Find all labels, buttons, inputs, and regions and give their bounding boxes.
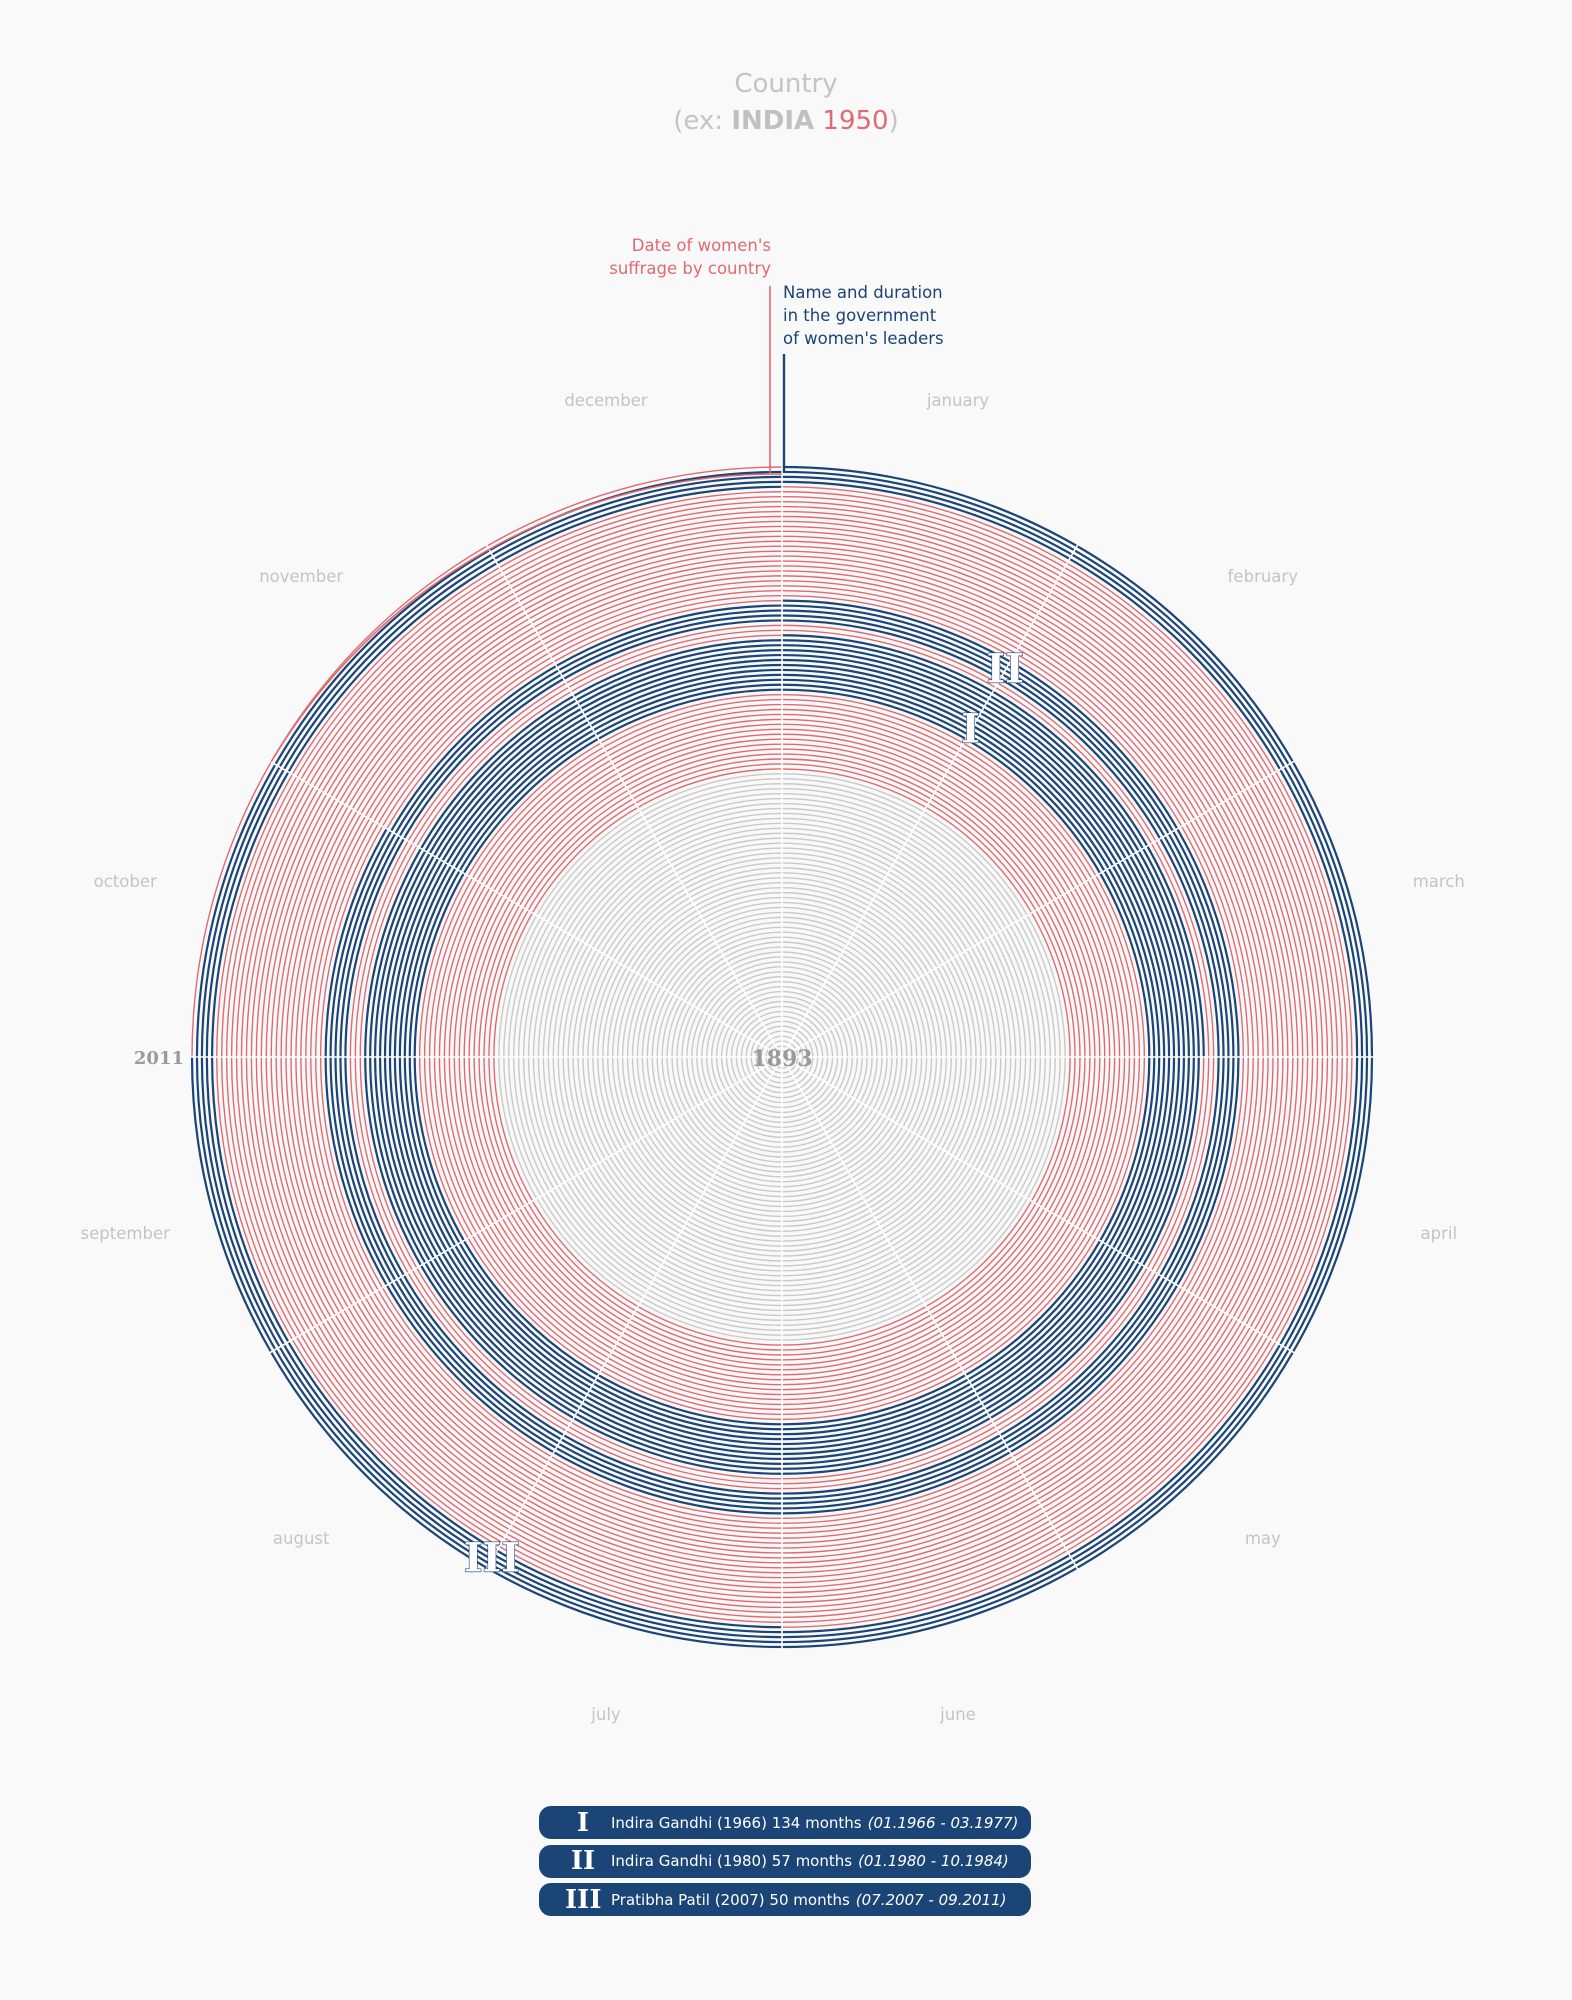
legend-numeral: I (576, 1807, 590, 1838)
month-label-february: february (1228, 567, 1299, 586)
month-label-january: january (926, 391, 990, 410)
month-label-november: november (259, 567, 343, 586)
legend-item-leader-1: I Indira Gandhi (1966) 134 months (01.19… (539, 1806, 1031, 1839)
month-spoke (267, 759, 783, 1058)
example-year: 1950 (822, 106, 889, 136)
month-spoke (267, 1056, 783, 1355)
legend-leader-duration: 57 months (771, 1852, 853, 1870)
month-spoke (484, 1056, 783, 1572)
month-spoke (781, 542, 1080, 1058)
month-label-march: march (1413, 872, 1465, 891)
leader-marker-3: III (464, 1534, 520, 1581)
leaders-annotation-line-1: Name and duration (783, 283, 943, 302)
chart-header: Country (ex: INDIA 1950) (0, 66, 1572, 140)
outer-year-label: 2011 (134, 1048, 184, 1069)
month-label-december: december (564, 391, 648, 410)
suffrage-annotation-line-1: Date of women's (631, 236, 771, 255)
year-ring-2011-arc (191, 466, 783, 1058)
year-ring-1977-arc (359, 634, 1205, 1480)
legend-leader-duration: 50 months (769, 1890, 850, 1909)
month-spokes (188, 463, 1376, 1651)
year-ring-2011-arc (190, 465, 1374, 1649)
month-spoke (781, 759, 1297, 1058)
example-country: INDIA (731, 106, 815, 136)
month-spoke (781, 1056, 1080, 1572)
example-suffix: ) (888, 106, 899, 136)
suffrage-annotation-line-2: suffrage by country (609, 259, 771, 278)
leader-marker-1: I (961, 705, 980, 752)
month-label-september: september (81, 1224, 171, 1243)
leader-marker-2: II (986, 645, 1023, 692)
month-label-june: june (939, 1705, 976, 1724)
legend-item-leader-3: III Pratibha Patil (2007) 50 months (07.… (539, 1883, 1031, 1916)
legend-leader-name: Pratibha Patil (611, 1890, 710, 1909)
legend-leader-period: (01.1980 - 10.1984) (858, 1852, 1009, 1870)
legend-numeral: III (565, 1884, 602, 1915)
leaders-legend: I Indira Gandhi (1966) 134 months (01.19… (539, 1806, 1031, 1922)
suffrage-pointer-line (270, 286, 782, 763)
legend-leader-year: (1966) (717, 1813, 767, 1832)
country-label: Country (734, 69, 838, 99)
center-year-label: 1893 (751, 1046, 812, 1072)
month-label-may: may (1245, 1529, 1281, 1548)
month-labels: january february march april may june july augu… (81, 391, 1465, 1724)
legend-leader-duration: 134 months (771, 1813, 862, 1832)
legend-leader-period: (01.1966 - 03.1977) (867, 1813, 1019, 1832)
leaders-annotation: Name and duration in the government of w… (783, 281, 944, 350)
year-ring-1977-arc (781, 634, 1205, 1058)
leaders-annotation-line-2: in the government (783, 306, 937, 325)
month-label-april: april (1421, 1224, 1458, 1243)
month-label-october: october (94, 872, 157, 891)
legend-leader-name: Indira Gandhi (611, 1813, 713, 1832)
leaders-annotation-line-3: of women's leaders (783, 329, 944, 348)
legend-leader-year: (2007) (714, 1890, 765, 1909)
legend-item-leader-2: II Indira Gandhi (1980) 57 months (01.19… (539, 1844, 1031, 1878)
month-label-july: july (590, 1705, 621, 1724)
month-label-august: august (273, 1529, 330, 1548)
legend-leader-year: (1980) (717, 1852, 767, 1870)
legend-leader-name: Indira Gandhi (611, 1852, 713, 1870)
month-spoke (484, 542, 783, 1058)
example-line: (ex: INDIA 1950) (0, 103, 1572, 140)
legend-leader-period: (07.2007 - 09.2011) (855, 1890, 1007, 1909)
month-spoke (781, 1056, 1297, 1355)
legend-numeral: II (570, 1846, 596, 1876)
example-prefix: (ex: (673, 106, 724, 136)
suffrage-annotation: Date of women's suffrage by country (609, 234, 771, 280)
